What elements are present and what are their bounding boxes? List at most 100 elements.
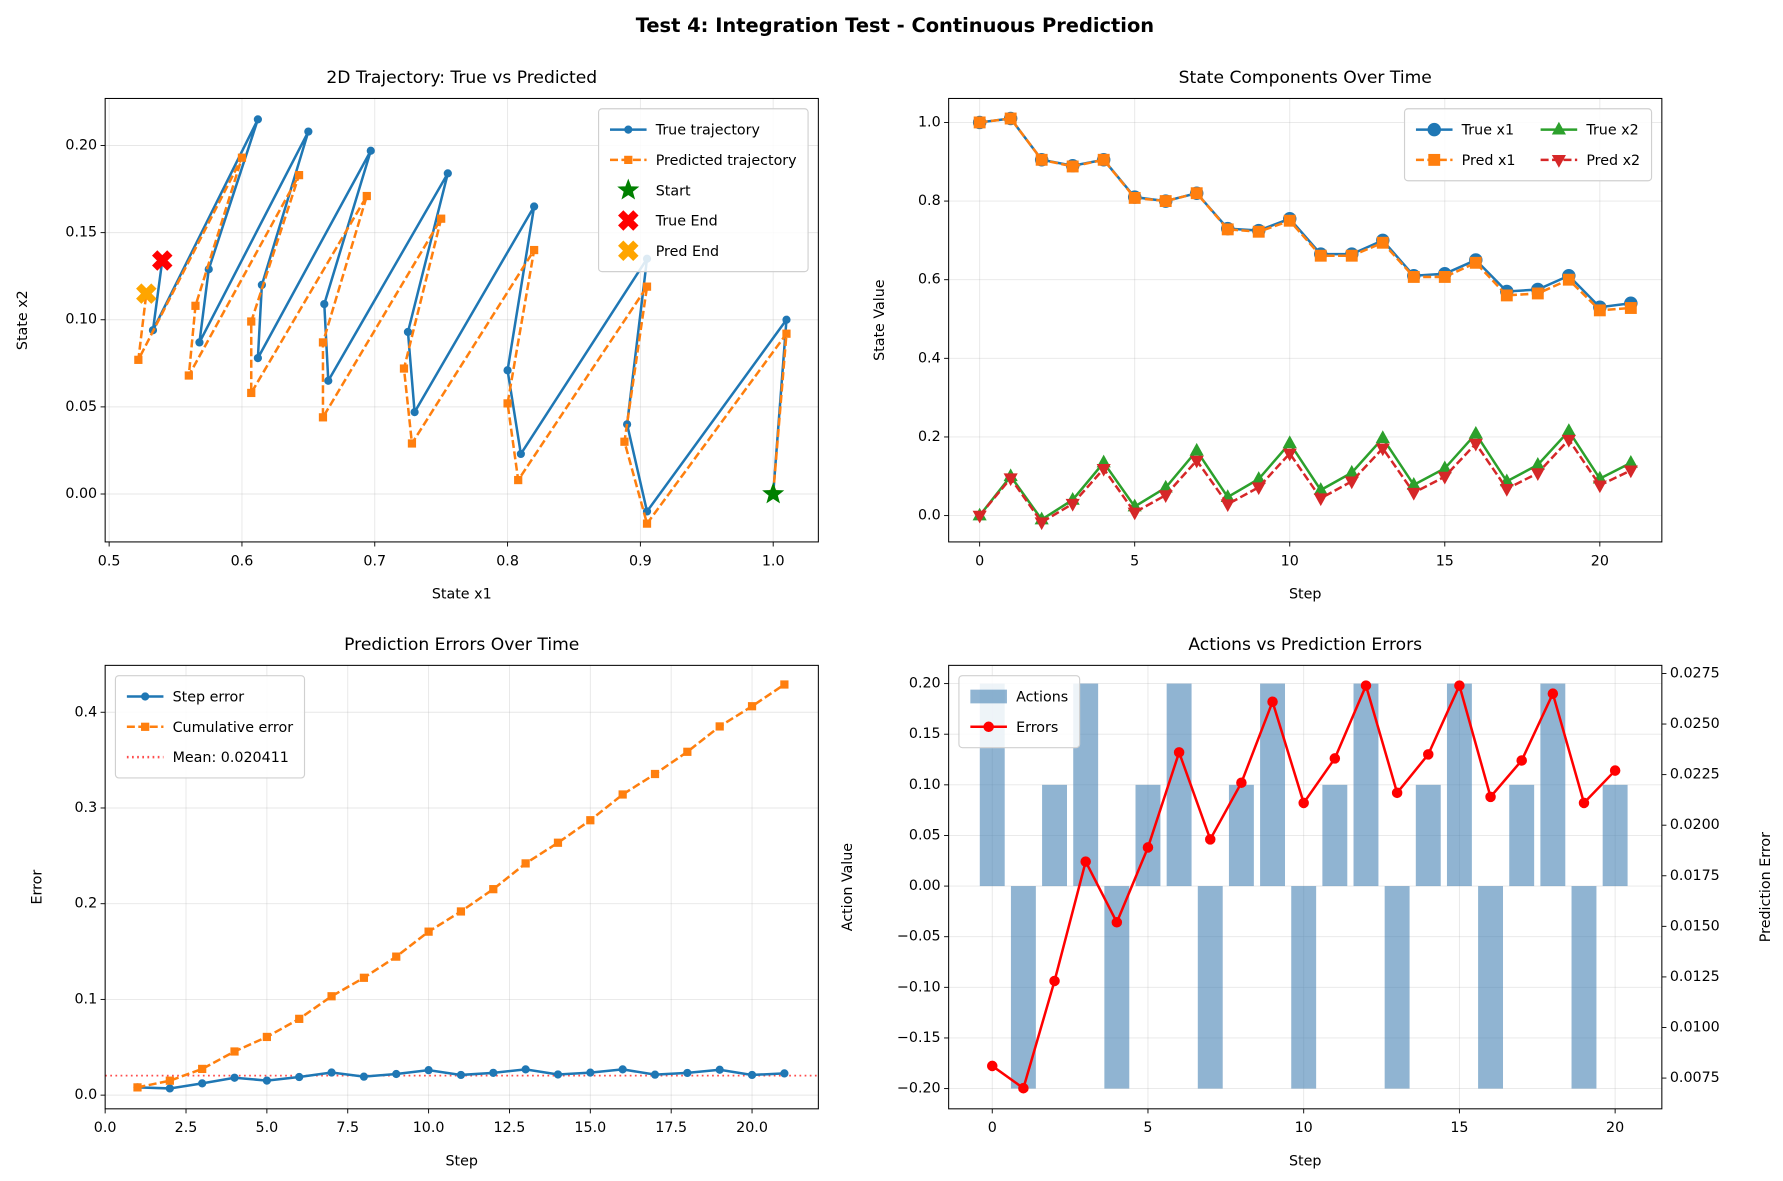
marker [1236,777,1247,788]
y-tick-label: 0.0 [74,1087,97,1103]
bar [1509,784,1535,887]
y-tick-label: −0.15 [897,1030,941,1046]
marker [1159,195,1172,208]
marker [1034,517,1049,531]
marker [424,927,433,936]
x-axis-label: State x1 [432,587,492,603]
marker [1049,975,1060,987]
marker [762,482,785,504]
x-tick-label: 20 [1591,553,1609,569]
marker [503,399,512,408]
bar [1042,784,1067,887]
y-tick-label: 0.20 [65,138,97,154]
legend-box [958,675,1081,749]
marker [642,519,652,528]
marker [362,191,371,201]
marker [1547,688,1559,699]
series-line [978,437,1632,524]
legend-label: Pred x2 [1586,153,1640,169]
x-axis-label: Step [1289,587,1321,603]
legend-label: True x1 [1461,123,1514,139]
marker [1142,842,1154,853]
marker [1205,834,1216,845]
marker [184,371,193,380]
legend-label: Cumulative error [173,720,294,736]
x-tick-label: 5 [1130,553,1139,569]
y-tick-label: 0.2 [918,429,941,445]
legend: Step error Cumulative error Mean: 0.020411 [114,675,306,779]
marker [683,747,692,756]
legend: True x1 Pred x1 True x2 Pred x2 [1403,108,1653,182]
y-tick-label: −0.20 [897,1081,941,1097]
y-tick-label: −0.05 [897,929,941,945]
x-tick-label: 7.5 [336,1120,359,1136]
marker [1018,1082,1029,1094]
x-tick-label: 2.5 [175,1120,198,1136]
marker [1329,753,1341,764]
marker [318,338,328,347]
y-tick-label: 1.0 [918,114,941,130]
marker [1562,273,1575,286]
marker [1003,473,1018,487]
legend-label: Errors [1016,720,1058,736]
x-tick-label: 1.0 [762,553,785,569]
marker [1158,490,1173,504]
y-axis-label: Error [30,870,46,905]
marker [392,1069,401,1079]
y-tick-label: 0.0 [918,508,941,524]
bar [1166,683,1192,887]
marker [327,1068,336,1077]
x-tick-label: 15 [1450,1120,1468,1136]
marker [407,439,417,448]
x-tick-label: 0 [975,553,984,569]
marker [1189,455,1204,469]
bar [1104,886,1130,1089]
legend: Actions Errors [958,675,1081,749]
legend-label: True x2 [1585,123,1638,139]
x-tick-label: 0.8 [496,553,519,569]
legend-label: Predicted trajectory [656,153,797,169]
marker [152,250,173,271]
legend-label: Step error [173,690,245,706]
marker [424,1066,433,1075]
legend-label: Mean: 0.020411 [173,750,289,766]
marker [304,127,313,136]
y-tick-label: 0.05 [909,827,941,843]
marker [1406,487,1421,501]
marker [1298,797,1309,809]
marker [780,680,789,689]
y2-tick-label: 0.0100 [1670,1019,1720,1035]
marker [1531,287,1544,300]
marker [553,838,563,847]
marker [262,1076,271,1085]
y-tick-label: 0.1 [74,991,97,1007]
marker [1375,430,1390,443]
marker [553,1070,563,1079]
x-tick-label: 17.5 [655,1120,687,1136]
marker [530,245,539,255]
marker [1345,249,1358,262]
marker [620,437,629,446]
x-tick-label: 0.6 [231,553,254,569]
y-tick-label: 0.4 [74,704,97,720]
y2-tick-label: 0.0175 [1670,868,1720,884]
marker [247,388,256,398]
y-tick-label: 0.2 [74,896,97,912]
y2-tick-label: 0.0250 [1670,716,1720,732]
y-tick-label: 0.4 [918,350,941,366]
marker [230,1073,239,1082]
marker [780,1069,789,1078]
marker [324,376,333,385]
marker [715,1065,724,1074]
y-axis-label: State Value [872,279,888,361]
marker [133,1083,142,1092]
marker [782,329,791,338]
marker [198,1064,207,1074]
marker [1530,468,1545,481]
marker [1065,498,1080,512]
legend-label: Pred x1 [1462,153,1516,169]
bar [1415,784,1441,887]
marker [1623,465,1638,479]
marker [1282,448,1297,462]
marker [294,171,304,180]
